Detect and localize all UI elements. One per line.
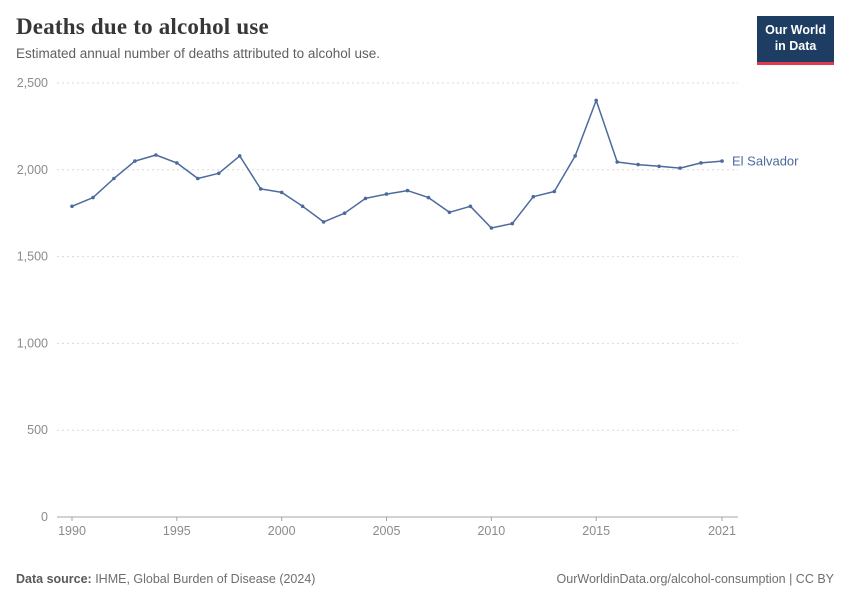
- data-point: [300, 204, 305, 208]
- owid-logo: Our World in Data: [757, 16, 834, 65]
- data-point: [489, 225, 494, 230]
- footer-credit-link[interactable]: OurWorldinData.org/alcohol-consumption |…: [556, 572, 834, 586]
- data-point: [594, 98, 598, 102]
- data-point: [720, 158, 724, 163]
- series-label[interactable]: El Salvador: [732, 153, 799, 168]
- data-point: [552, 189, 557, 193]
- data-point: [279, 190, 284, 194]
- data-source-label: Data source:: [16, 572, 92, 586]
- data-point: [133, 158, 137, 163]
- x-axis-tick-label: 2021: [708, 524, 736, 538]
- y-axis-tick-label: 0: [41, 510, 48, 524]
- data-point: [657, 164, 661, 168]
- y-axis-tick-label: 500: [27, 423, 48, 437]
- data-point: [217, 171, 221, 175]
- data-point: [196, 176, 200, 180]
- data-point: [678, 165, 682, 170]
- owid-logo-line1: Our World: [765, 23, 826, 37]
- data-point: [531, 194, 536, 198]
- data-point: [447, 210, 452, 214]
- data-point: [384, 191, 389, 196]
- data-point: [70, 204, 74, 208]
- data-point: [699, 160, 703, 165]
- x-axis-tick-label: 2000: [268, 524, 296, 538]
- line-chart-svg: 0 500 1,000 1,500 2,000 2,500 1990 1995 2000 2005…: [17, 76, 799, 538]
- x-axis-tick-label: 1995: [163, 524, 191, 538]
- line-chart: 0 500 1,000 1,500 2,000 2,500 1990 1995 2000 2005…: [0, 67, 850, 541]
- x-axis-tick-label: 1990: [58, 524, 86, 538]
- data-point: [573, 153, 577, 158]
- data-point: [468, 204, 473, 208]
- data-point: [510, 221, 515, 225]
- data-point: [426, 195, 431, 199]
- data-point: [175, 160, 179, 165]
- data-point: [615, 159, 619, 164]
- y-axis-tick-label: 1,000: [17, 336, 48, 350]
- data-point: [321, 219, 326, 224]
- chart-footer: Data source: IHME, Global Burden of Dise…: [0, 572, 850, 600]
- data-source-text: IHME, Global Burden of Disease (2024): [91, 572, 316, 586]
- y-axis-tick-label: 2,500: [17, 76, 48, 90]
- data-point: [154, 152, 158, 157]
- title-block: Deaths due to alcohol use Estimated annu…: [16, 14, 380, 61]
- x-axis-tick-label: 2015: [582, 524, 610, 538]
- page-title: Deaths due to alcohol use: [16, 14, 269, 39]
- chart-subtitle: Estimated annual number of deaths attrib…: [16, 46, 380, 61]
- data-point: [237, 153, 242, 158]
- x-axis-tick-label: 2005: [373, 524, 401, 538]
- x-axis-tick-label: 2010: [477, 524, 505, 538]
- series-line: [71, 99, 723, 229]
- data-point: [112, 176, 116, 180]
- data-point: [342, 210, 347, 215]
- data-point: [258, 186, 263, 191]
- data-point: [91, 195, 95, 199]
- owid-logo-line2: in Data: [774, 39, 817, 54]
- y-axis-tick-label: 2,000: [17, 162, 48, 176]
- data-point: [636, 162, 640, 166]
- data-point: [363, 196, 368, 200]
- y-axis-tick-label: 1,500: [17, 249, 48, 263]
- data-source: Data source: IHME, Global Burden of Dise…: [16, 572, 315, 586]
- chart-header: Deaths due to alcohol use Estimated annu…: [0, 0, 850, 65]
- data-point: [405, 188, 410, 192]
